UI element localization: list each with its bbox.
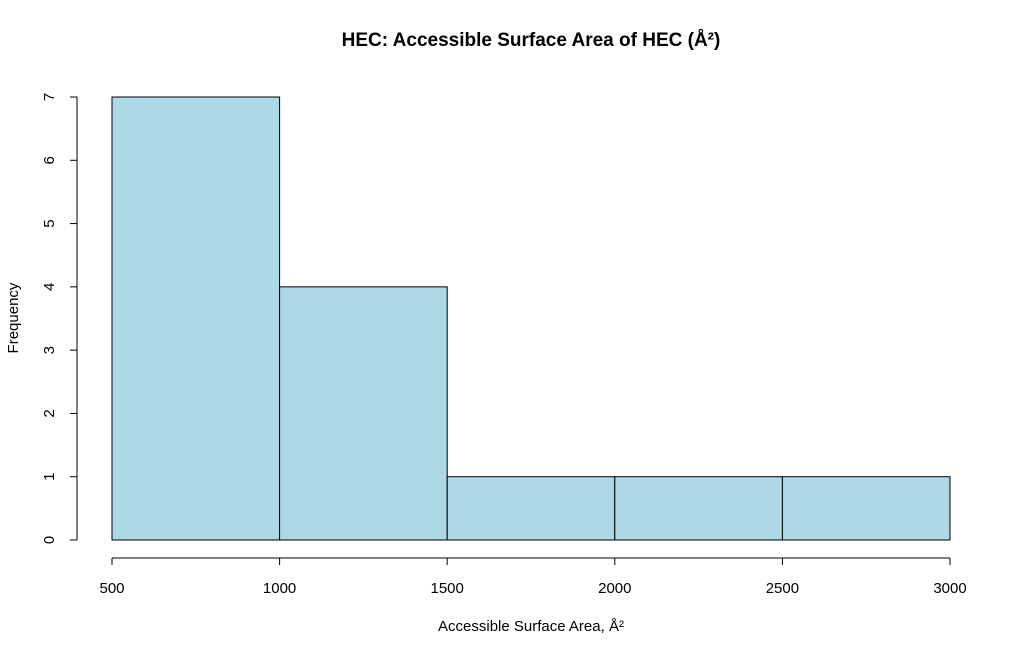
x-axis: 500 1000 1500 2000 2500 3000 <box>99 557 967 597</box>
y-tick-label-1: 1 <box>41 473 58 481</box>
y-tick-label-0: 0 <box>41 536 58 544</box>
y-tick-label-5: 5 <box>41 219 58 227</box>
y-tick-label-6: 6 <box>41 156 58 164</box>
bars-group <box>111 96 951 541</box>
x-tick-label-2500: 2500 <box>766 580 799 597</box>
histogram-bar-4 <box>614 476 783 541</box>
x-axis-label: Accessible Surface Area, Å² <box>438 618 624 635</box>
y-axis-label: Frequency <box>5 282 22 353</box>
histogram-bar-1 <box>111 96 281 541</box>
y-axis: 0 1 2 3 4 5 6 7 <box>41 93 78 544</box>
x-tick-label-1000: 1000 <box>263 580 296 597</box>
x-tick-label-3000: 3000 <box>933 580 966 597</box>
y-tick-label-3: 3 <box>41 346 58 354</box>
histogram-bar-5 <box>781 476 951 541</box>
y-tick-label-4: 4 <box>41 283 58 291</box>
x-tick-label-1500: 1500 <box>431 580 464 597</box>
histogram-bar-2 <box>279 286 448 541</box>
histogram-bar-3 <box>446 476 616 541</box>
chart-title: HEC: Accessible Surface Area of HEC (Å²) <box>342 30 721 51</box>
y-tick-label-2: 2 <box>41 409 58 417</box>
y-tick-label-7: 7 <box>41 93 58 101</box>
x-tick-label-2000: 2000 <box>598 580 631 597</box>
x-tick-label-500: 500 <box>99 580 124 597</box>
